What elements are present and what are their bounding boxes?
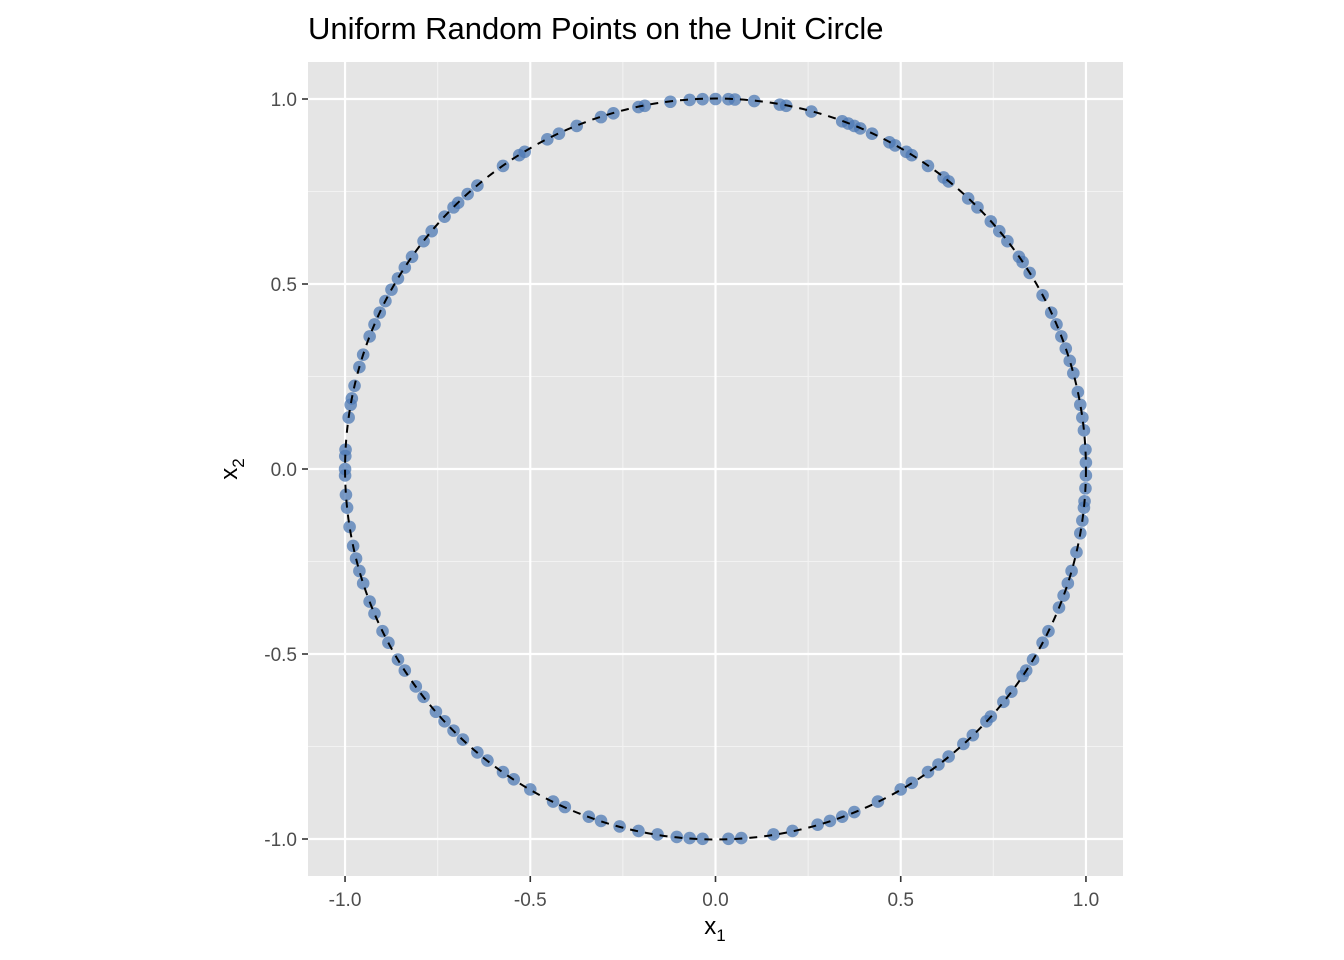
x-tick-label: -0.5 <box>514 890 547 911</box>
data-point <box>1071 385 1085 399</box>
grid-major <box>308 62 1123 876</box>
data-point <box>1076 411 1089 424</box>
data-point <box>368 607 381 620</box>
data-point <box>747 94 761 108</box>
y-axis-title-base: x <box>216 468 243 480</box>
data-point <box>871 795 885 808</box>
data-point <box>343 520 356 534</box>
y-axis-ticks: -1.0 -0.5 0.0 0.5 1.0 <box>264 90 308 851</box>
y-axis-title: x2 <box>216 458 248 479</box>
data-point <box>1079 443 1092 456</box>
x-tick-label: 0.5 <box>888 890 914 911</box>
data-point <box>835 115 849 128</box>
data-point <box>773 98 787 111</box>
data-point <box>805 105 818 118</box>
data-point <box>1079 456 1093 469</box>
data-point <box>523 783 537 796</box>
data-point <box>1065 564 1078 578</box>
y-axis-title-sub: 2 <box>229 458 248 467</box>
data-point <box>594 110 608 124</box>
data-point <box>722 832 735 846</box>
data-point <box>811 818 824 831</box>
data-point <box>496 765 510 779</box>
y-tick-label: -1.0 <box>264 830 297 851</box>
data-point <box>1063 354 1077 368</box>
x-axis-title-base: x <box>704 913 716 940</box>
data-point <box>344 398 357 412</box>
data-point <box>1074 398 1087 412</box>
x-tick-label: 0.0 <box>702 890 728 911</box>
data-point <box>339 488 353 502</box>
y-tick-label: 0.0 <box>271 460 297 481</box>
data-point <box>1061 577 1075 590</box>
x-tick-label: 1.0 <box>1073 890 1099 911</box>
data-point <box>1059 342 1073 355</box>
x-tick-label: -1.0 <box>329 890 362 911</box>
data-point <box>570 119 584 133</box>
y-tick-label: -0.5 <box>264 645 297 666</box>
x-axis-title: x1 <box>704 913 725 945</box>
data-point <box>651 828 664 841</box>
data-point <box>683 93 696 107</box>
data-point <box>1067 366 1080 380</box>
x-axis-ticks: -1.0 -0.5 0.0 0.5 1.0 <box>329 876 1099 911</box>
chart-title: Uniform Random Points on the Unit Circle <box>308 11 883 46</box>
data-point <box>696 832 709 846</box>
data-point <box>541 133 554 146</box>
data-point <box>1070 545 1083 559</box>
reference-circle <box>344 97 1087 841</box>
data-point <box>340 501 354 514</box>
data-point <box>356 577 370 590</box>
data-point <box>894 783 908 796</box>
data-point <box>546 795 560 808</box>
y-tick-label: 0.5 <box>271 275 297 296</box>
data-point <box>1057 589 1070 602</box>
data-point <box>353 564 366 578</box>
x-axis-title-sub: 1 <box>716 926 725 945</box>
data-point <box>786 824 799 838</box>
y-tick-label: 1.0 <box>271 90 297 111</box>
data-point <box>552 127 566 140</box>
data-point <box>398 261 412 274</box>
data-point <box>767 828 780 841</box>
data-point <box>632 824 645 838</box>
data-point <box>363 330 376 343</box>
data-point <box>905 776 919 790</box>
data-point <box>391 272 405 285</box>
data-point <box>921 765 935 779</box>
data-point <box>899 145 913 159</box>
data-point <box>594 814 608 828</box>
